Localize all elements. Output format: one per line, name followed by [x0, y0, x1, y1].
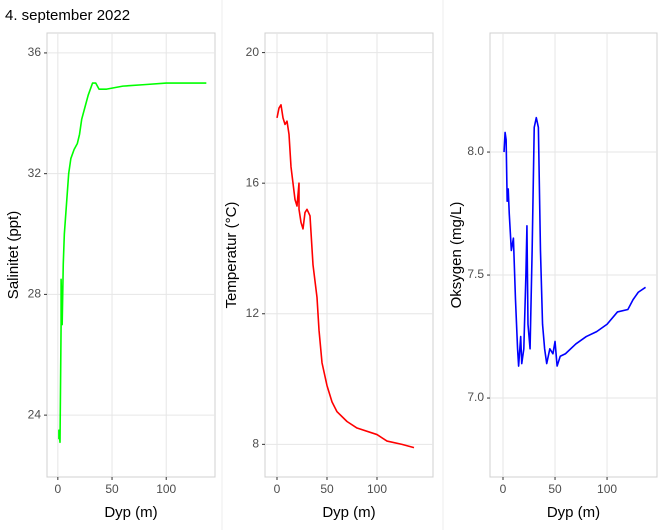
plot-area — [489, 32, 658, 478]
y-tick-label: 24 — [28, 407, 42, 421]
x-axis-label: Dyp (m) — [322, 504, 375, 521]
y-tick-label: 12 — [246, 306, 260, 320]
y-tick-label: 32 — [28, 166, 42, 180]
data-line — [503, 116, 647, 367]
x-tick-label: 50 — [548, 482, 562, 496]
chart-title: 4. september 2022 — [5, 7, 130, 24]
y-axis-label: Temperatur (°C) — [223, 202, 240, 309]
x-tick-label: 100 — [156, 482, 176, 496]
x-tick-label: 0 — [500, 482, 507, 496]
plot-area — [46, 32, 216, 478]
y-tick-label: 7.5 — [467, 267, 484, 281]
x-tick-label: 0 — [54, 482, 61, 496]
y-tick-label: 28 — [28, 287, 42, 301]
y-tick-label: 7.0 — [467, 390, 484, 404]
y-axis-label: Salinitet (ppt) — [5, 211, 22, 299]
x-axis-label: Dyp (m) — [104, 504, 157, 521]
x-tick-label: 50 — [105, 482, 119, 496]
plot-area — [264, 32, 434, 478]
x-tick-label: 100 — [367, 482, 387, 496]
x-tick-label: 50 — [320, 482, 334, 496]
y-tick-label: 36 — [28, 45, 42, 59]
y-axis-label: Oksygen (mg/L) — [448, 202, 465, 309]
x-tick-label: 0 — [274, 482, 281, 496]
data-line — [276, 104, 415, 449]
y-tick-label: 8 — [252, 437, 259, 451]
data-line — [58, 82, 207, 444]
y-tick-label: 8.0 — [467, 144, 484, 158]
x-tick-label: 100 — [597, 482, 617, 496]
x-axis-label: Dyp (m) — [547, 504, 600, 521]
y-tick-label: 20 — [246, 45, 260, 59]
y-tick-label: 16 — [246, 175, 260, 189]
